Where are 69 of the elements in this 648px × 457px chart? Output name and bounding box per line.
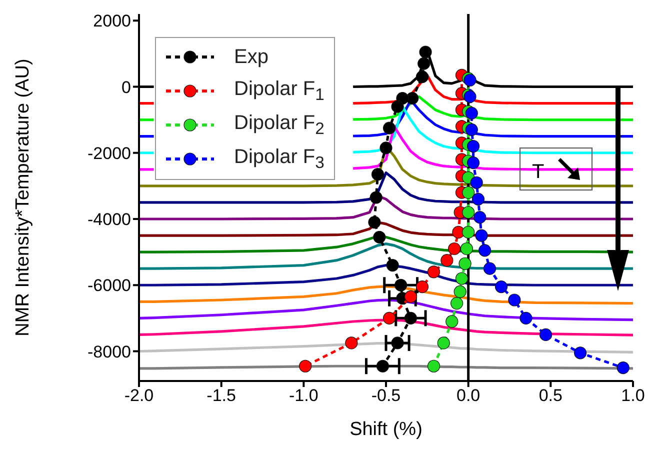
point (382, 122, 396, 134)
point (460, 242, 473, 256)
point (419, 46, 432, 58)
x-tick-label: -1.0 (289, 386, 318, 406)
point (474, 211, 486, 224)
point (494, 280, 508, 294)
point (345, 336, 358, 350)
y-tick-label: -6000 (88, 276, 131, 296)
x-tick-label: -2.0 (124, 386, 154, 406)
y-tick-label: -8000 (88, 342, 131, 362)
point (465, 106, 478, 120)
point (520, 312, 532, 324)
point (478, 244, 492, 257)
point (427, 266, 440, 278)
point (450, 297, 464, 310)
point (380, 142, 392, 154)
point (455, 272, 468, 285)
x-tick-label: 0.0 (456, 386, 480, 406)
point (440, 254, 454, 267)
point (539, 328, 552, 342)
point (370, 191, 382, 204)
point (437, 336, 450, 350)
point (448, 242, 461, 256)
y-tick-label: 0 (122, 78, 131, 97)
y-tick-label: -4000 (88, 210, 131, 230)
point (391, 100, 404, 113)
point (472, 192, 485, 206)
point (462, 186, 475, 199)
point (446, 315, 458, 328)
point (371, 168, 384, 181)
y-tick-label: 2000 (93, 12, 131, 31)
point (470, 176, 483, 189)
point (574, 346, 587, 360)
legend-label: Dipolar F$_{3}$ (234, 146, 324, 172)
point (299, 360, 312, 372)
point (418, 57, 430, 70)
y-axis-title: NMR Intensity*Temperature (AU) (12, 58, 34, 336)
point (404, 290, 417, 303)
x-tick-label: -1.5 (206, 386, 236, 406)
point (465, 123, 478, 136)
point (466, 140, 480, 153)
point (416, 70, 429, 84)
legend-label: Dipolar F$_{2}$ (234, 112, 324, 138)
point (382, 312, 396, 324)
point (386, 258, 399, 272)
point (475, 229, 488, 242)
point (616, 361, 630, 374)
point (458, 257, 472, 270)
point (416, 280, 429, 294)
point (391, 336, 404, 350)
point (462, 226, 475, 239)
point (454, 285, 466, 298)
point (373, 230, 386, 244)
x-axis-title: Shift (%) (350, 419, 422, 440)
point (462, 206, 475, 219)
point (404, 312, 417, 324)
point (508, 294, 521, 306)
x-tick-label: 0.5 (538, 386, 562, 406)
point (427, 360, 440, 372)
point (466, 156, 480, 170)
point (376, 360, 390, 372)
point (483, 262, 496, 275)
legend-label: Exp (234, 46, 268, 68)
x-tick-label: -0.5 (371, 386, 401, 406)
point (394, 278, 408, 292)
legend-label: Dipolar F$_{1}$ (234, 78, 324, 104)
x-tick-label: 1.0 (621, 386, 645, 406)
point (368, 216, 381, 229)
y-tick-label: -2000 (88, 144, 131, 163)
